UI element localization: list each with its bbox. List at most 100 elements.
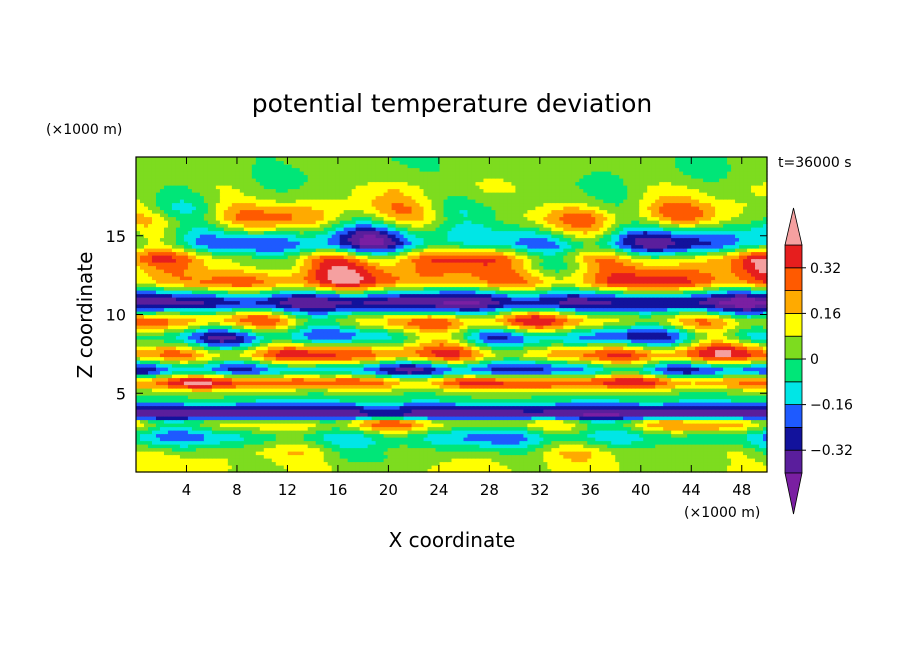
- heatmap-cell: [763, 458, 768, 463]
- heatmap-cell: [415, 367, 421, 372]
- heatmap-cell: [139, 440, 145, 445]
- heatmap-cell: [411, 395, 417, 400]
- heatmap-cell: [739, 437, 744, 442]
- heatmap-cell: [719, 451, 724, 456]
- heatmap-cell: [331, 419, 337, 424]
- heatmap-cell: [735, 374, 740, 379]
- heatmap-cell: [335, 388, 341, 393]
- heatmap-cell: [363, 430, 369, 435]
- heatmap-cell: [175, 416, 181, 421]
- heatmap-cell: [539, 468, 544, 473]
- heatmap-cell: [215, 388, 221, 393]
- heatmap-cell: [703, 423, 708, 428]
- heatmap-cell: [355, 402, 361, 407]
- heatmap-cell: [395, 468, 401, 473]
- heatmap-cell: [455, 440, 461, 445]
- heatmap-cell: [239, 447, 245, 452]
- heatmap-cell: [343, 458, 349, 463]
- heatmap-cell: [383, 426, 389, 431]
- heatmap-cell: [339, 426, 345, 431]
- heatmap-cell: [731, 465, 736, 470]
- heatmap-cell: [531, 423, 536, 428]
- heatmap-cell: [471, 391, 477, 396]
- heatmap-cell: [259, 412, 265, 417]
- heatmap-cell: [667, 402, 672, 407]
- heatmap-cell: [747, 384, 752, 389]
- heatmap-cell: [359, 370, 365, 375]
- heatmap-cell: [571, 398, 576, 403]
- heatmap-cell: [507, 367, 512, 372]
- heatmap-cell: [571, 363, 576, 368]
- heatmap-cell: [227, 437, 233, 442]
- heatmap-cell: [355, 461, 361, 466]
- heatmap-cell: [547, 447, 552, 452]
- heatmap-cell: [611, 461, 616, 466]
- heatmap-cell: [303, 451, 309, 456]
- heatmap-cell: [603, 409, 608, 414]
- heatmap-cell: [387, 388, 393, 393]
- heatmap-cell: [651, 461, 656, 466]
- heatmap-cell: [187, 423, 193, 428]
- heatmap-cell: [183, 391, 189, 396]
- heatmap-cell: [383, 398, 389, 403]
- heatmap-cell: [399, 461, 405, 466]
- heatmap-cell: [587, 454, 592, 459]
- heatmap-cell: [719, 388, 724, 393]
- heatmap-cell: [731, 440, 736, 445]
- heatmap-cell: [435, 367, 441, 372]
- heatmap-cell: [375, 405, 381, 410]
- heatmap-cell: [307, 405, 313, 410]
- heatmap-cell: [531, 384, 536, 389]
- heatmap-cell: [547, 468, 552, 473]
- heatmap-cell: [639, 458, 644, 463]
- heatmap-cell: [655, 419, 660, 424]
- heatmap-cell: [647, 388, 652, 393]
- heatmap-cell: [675, 416, 680, 421]
- heatmap-cell: [595, 430, 600, 435]
- heatmap-cell: [411, 398, 417, 403]
- heatmap-cell: [483, 468, 489, 473]
- heatmap-cell: [171, 430, 177, 435]
- heatmap-cell: [307, 391, 313, 396]
- heatmap-cell: [339, 360, 345, 365]
- heatmap-cell: [751, 416, 756, 421]
- heatmap-cell: [755, 454, 760, 459]
- heatmap-cell: [243, 433, 249, 438]
- heatmap-cell: [503, 381, 509, 386]
- heatmap-cell: [639, 447, 644, 452]
- heatmap-cell: [136, 461, 141, 466]
- heatmap-cell: [743, 384, 748, 389]
- heatmap-cell: [583, 458, 588, 463]
- heatmap-cell: [443, 465, 449, 470]
- heatmap-cell: [231, 440, 237, 445]
- heatmap-cell: [227, 402, 233, 407]
- heatmap-cell: [355, 423, 361, 428]
- heatmap-cell: [235, 447, 241, 452]
- heatmap-cell: [151, 454, 157, 459]
- heatmap-cell: [287, 381, 293, 386]
- heatmap-cell: [763, 437, 768, 442]
- heatmap-cell: [267, 412, 273, 417]
- heatmap-cell: [347, 440, 353, 445]
- heatmap-cell: [419, 461, 425, 466]
- heatmap-cell: [379, 419, 385, 424]
- heatmap-cell: [663, 388, 668, 393]
- heatmap-cell: [463, 437, 469, 442]
- heatmap-cell: [327, 430, 333, 435]
- heatmap-cell: [643, 381, 648, 386]
- heatmap-cell: [383, 440, 389, 445]
- heatmap-cell: [439, 447, 445, 452]
- heatmap-cell: [587, 458, 592, 463]
- heatmap-cell: [367, 381, 373, 386]
- heatmap-cell: [383, 458, 389, 463]
- heatmap-cell: [707, 370, 712, 375]
- heatmap-cell: [699, 409, 704, 414]
- heatmap-cell: [719, 461, 724, 466]
- heatmap-cell: [167, 391, 173, 396]
- heatmap-cell: [467, 458, 473, 463]
- heatmap-cell: [403, 426, 409, 431]
- heatmap-cell: [447, 468, 453, 473]
- heatmap-cell: [175, 374, 181, 379]
- heatmap-cell: [443, 384, 449, 389]
- heatmap-cell: [243, 381, 249, 386]
